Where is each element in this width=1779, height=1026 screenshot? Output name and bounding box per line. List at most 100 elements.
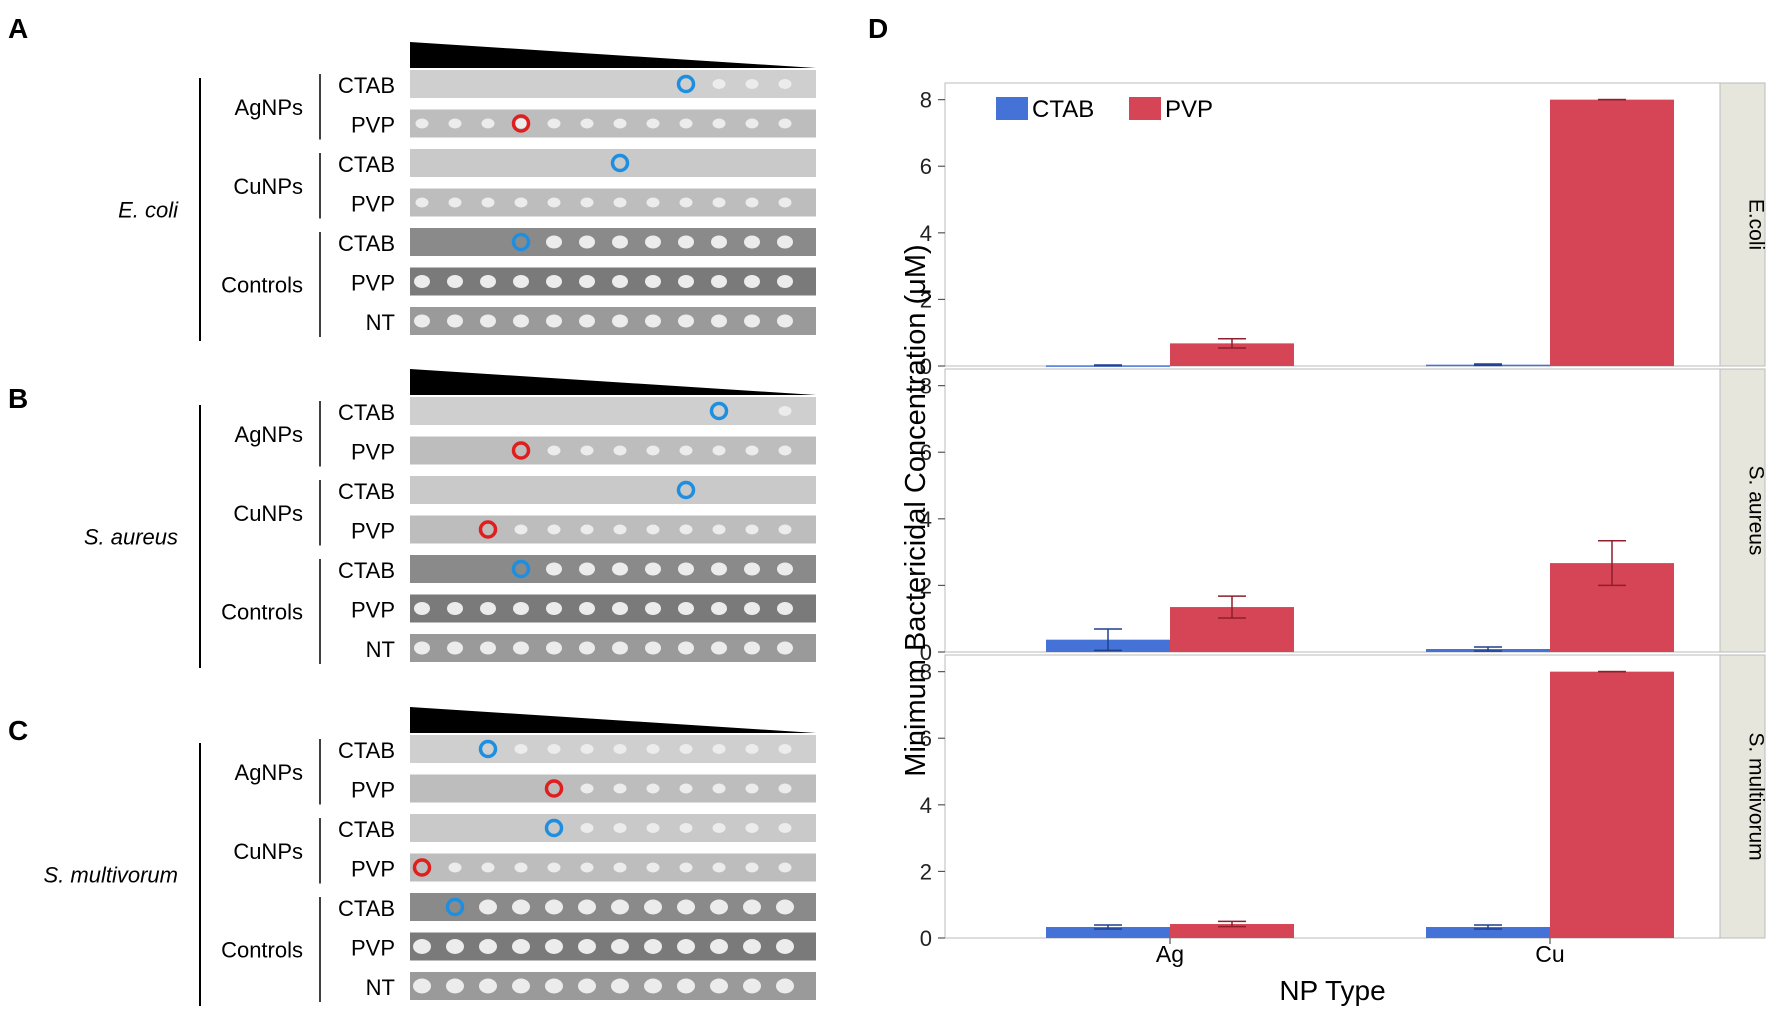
colony-spot [580, 744, 594, 754]
colony-spot [612, 275, 628, 288]
plate-panel-2: S. aureus AgNPs CuNPs Controls CTAB PVP CTAB PV… [84, 369, 816, 668]
plate-panels: E. coli AgNPs CuNPs Controls CTAB PVP CTAB PVP C… [44, 42, 816, 1006]
bar-ctab-cu [1426, 927, 1550, 938]
colony-spot [578, 939, 596, 954]
colony-spot [646, 783, 660, 794]
colony-spot [710, 939, 728, 954]
row-label: CTAB [338, 558, 395, 583]
bar-pvp-ag [1170, 343, 1294, 366]
mbc-circle-marker [511, 559, 531, 579]
colony-spot [646, 445, 660, 456]
y-tick-label: 0 [920, 354, 932, 379]
colony-spot [646, 197, 660, 208]
colony-spot [679, 445, 693, 456]
colony-spot [645, 235, 661, 249]
colony-spot [710, 978, 728, 994]
colony-spot [512, 978, 530, 994]
y-tick-label: 0 [920, 640, 932, 665]
organism-label: E. coli [118, 198, 179, 223]
y-tick-label: 6 [920, 154, 932, 179]
mbc-circle-marker [511, 114, 531, 133]
colony-spot [711, 275, 727, 288]
mbc-circle-marker [445, 897, 465, 917]
colony-spot [646, 862, 660, 873]
colony-spot [611, 978, 629, 994]
group-label: Controls [221, 273, 303, 298]
facet-3: S. multivorum 0 2 4 6 8 [920, 654, 1768, 951]
row-label: PVP [351, 192, 395, 217]
colony-spot [579, 602, 595, 615]
colony-spot [447, 275, 463, 288]
y-tick-label: 4 [920, 793, 932, 818]
colony-spot [578, 978, 596, 994]
row-label: PVP [351, 778, 395, 803]
colony-spot [711, 562, 727, 576]
x-axis-title: NP Type [1279, 975, 1385, 1006]
facet-strip [1719, 654, 1766, 939]
colony-spot [678, 562, 694, 576]
colony-spot [547, 118, 561, 129]
colony-spot [679, 862, 693, 873]
colony-spot [743, 978, 761, 994]
row-label: CTAB [338, 152, 395, 177]
colony-spot [778, 118, 792, 129]
colony-spot [611, 939, 629, 954]
organism-label: S. aureus [84, 525, 178, 550]
row-label: PVP [351, 113, 395, 138]
colony-spot [743, 899, 761, 915]
plate-panel-3: S. multivorum AgNPs CuNPs Controls CTAB PVP CT… [44, 707, 816, 1006]
group-label: Controls [221, 600, 303, 625]
colony-spot [612, 314, 628, 328]
colony-spot [545, 978, 563, 994]
mbc-circle-marker [544, 818, 564, 838]
colony-spot [414, 275, 430, 288]
colony-spot [481, 118, 495, 129]
colony-spot [480, 602, 496, 615]
panel-label-d: D [868, 13, 888, 44]
colony-spot [579, 641, 595, 655]
colony-spot [778, 524, 792, 535]
colony-spot [514, 118, 528, 129]
row-label: CTAB [338, 73, 395, 98]
mbc-circle-marker [676, 74, 696, 94]
y-axis-title: Minimum Bactericidal Concentration (μM) [900, 244, 932, 776]
colony-spot [514, 524, 528, 535]
x-tick-label: Cu [1535, 941, 1564, 967]
colony-spot [678, 275, 694, 288]
legend: CTAB PVP [996, 96, 1213, 123]
colony-spot [580, 862, 594, 873]
colony-spot [512, 899, 530, 915]
legend-label-pvp: PVP [1165, 96, 1213, 123]
colony-spot [613, 118, 627, 129]
colony-spot [547, 445, 561, 456]
colony-spot [514, 197, 528, 208]
colony-spot [413, 939, 431, 954]
colony-spot [580, 197, 594, 208]
colony-spot [446, 939, 464, 954]
colony-spot [613, 823, 627, 833]
colony-spot [777, 602, 793, 615]
colony-spot [545, 899, 563, 915]
colony-spot [645, 562, 661, 576]
colony-spot [712, 197, 726, 208]
row-label: NT [366, 310, 395, 335]
row-label: PVP [351, 519, 395, 544]
colony-spot [776, 939, 794, 954]
colony-spot [613, 783, 627, 794]
group-label: CuNPs [233, 839, 303, 864]
dilution-gradient-wedge [410, 42, 816, 68]
colony-spot [646, 524, 660, 535]
y-tick-label: 2 [920, 287, 932, 312]
colony-spot [744, 562, 760, 576]
y-tick-label: 4 [920, 221, 932, 246]
colony-spot [776, 978, 794, 994]
colony-spot [646, 823, 660, 833]
colony-spot [580, 783, 594, 794]
colony-spot [645, 314, 661, 328]
colony-spot [712, 524, 726, 535]
panel-label-b: B [8, 383, 28, 414]
colony-spot [546, 641, 562, 655]
row-label: CTAB [338, 817, 395, 842]
colony-spot [745, 118, 759, 129]
row-label: NT [366, 975, 395, 1000]
